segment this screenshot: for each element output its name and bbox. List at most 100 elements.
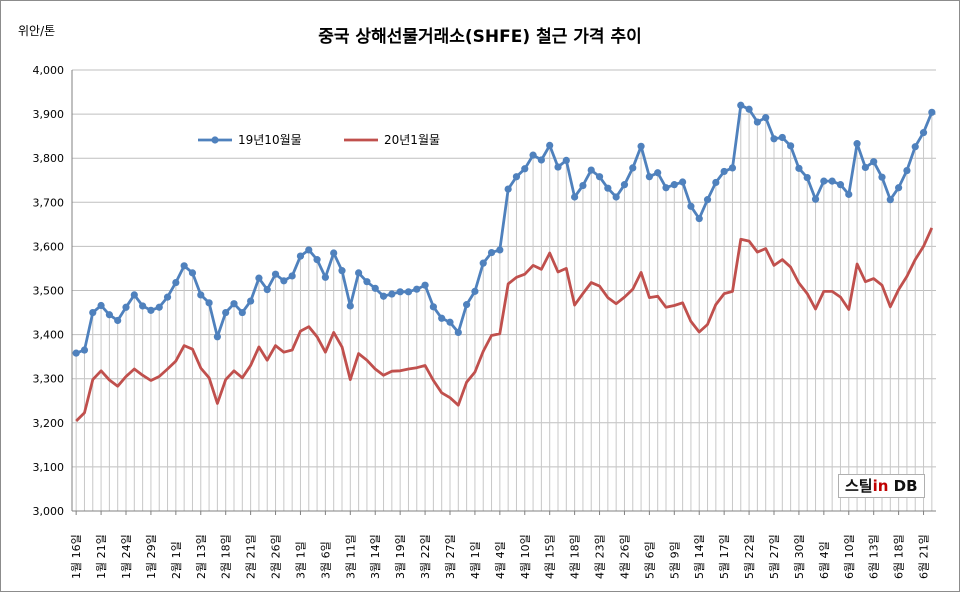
data-point [529, 151, 537, 159]
data-point [388, 290, 396, 298]
data-point [247, 297, 255, 305]
data-point [878, 173, 886, 181]
data-point [679, 178, 687, 186]
data-point [870, 158, 878, 166]
data-point [787, 142, 795, 150]
x-tick-label: 2월 18일 [219, 534, 233, 579]
x-tick-label: 3월 14일 [368, 534, 382, 579]
data-point [130, 291, 138, 299]
x-tick-label: 6월 4일 [817, 541, 831, 579]
chart-title: 중국 상해선물거래소(SHFE) 철근 가격 추이 [318, 27, 642, 47]
data-point [811, 195, 820, 203]
y-tick-label: 3,100 [33, 461, 65, 474]
data-point [579, 181, 587, 190]
drop-lines [75, 105, 933, 511]
data-point [72, 349, 80, 357]
data-point [263, 286, 271, 294]
y-axis: 3,000 3,100 3,200 3,300 3,400 3,500 3,600 3,700… [33, 64, 73, 518]
data-point [413, 285, 421, 293]
x-tick-label: 4월 1일 [468, 541, 482, 579]
data-point [180, 262, 188, 270]
data-point [637, 142, 645, 150]
x-tick-label: 4월 23일 [593, 534, 607, 579]
data-point [213, 333, 221, 341]
y-tick-label: 3,800 [33, 152, 65, 165]
data-point [147, 306, 155, 314]
y-tick-label: 3,900 [33, 108, 65, 121]
data-point [205, 299, 213, 307]
data-point [795, 164, 803, 172]
x-tick-label: 6월 21일 [917, 534, 931, 579]
data-point [197, 291, 205, 299]
data-point [828, 177, 836, 185]
gridlines [72, 69, 936, 512]
data-point [446, 318, 454, 326]
data-point [504, 185, 512, 193]
data-point [853, 140, 861, 148]
data-point [595, 173, 604, 181]
y-tick-label: 3,700 [33, 196, 65, 209]
data-point [330, 249, 338, 257]
legend-label: 20년1월물 [384, 133, 440, 147]
data-point [230, 300, 238, 308]
x-tick-label: 4월 26일 [617, 534, 631, 579]
data-point [396, 288, 404, 296]
data-point [238, 308, 246, 317]
series-2 [75, 227, 934, 422]
data-point [313, 256, 321, 264]
data-point [687, 202, 695, 210]
x-tick-label: 5월 14일 [692, 534, 706, 579]
data-point [662, 184, 670, 192]
data-point [471, 287, 479, 295]
x-tick-label: 5월 9일 [667, 541, 681, 579]
data-point [479, 259, 487, 267]
data-point [80, 346, 89, 354]
data-point [438, 314, 446, 322]
x-tick-label: 2월 26일 [269, 534, 283, 579]
y-tick-label: 3,300 [33, 373, 65, 386]
x-tick-label: 2월 21일 [244, 534, 258, 579]
data-point [429, 303, 437, 311]
data-point [720, 167, 728, 176]
data-point [122, 303, 130, 311]
series-1 [72, 101, 936, 357]
legend: 19년10월물 20년1월물 [198, 133, 440, 147]
data-point [728, 164, 737, 172]
data-point [139, 302, 147, 310]
y-tick-label: 3,600 [33, 240, 65, 253]
data-point [737, 101, 745, 109]
x-axis: 1월 16일 1월 21일 1월 24일 1월 29일 2월 1일 2월 13일 2월 18… [69, 510, 936, 579]
data-point [886, 196, 894, 204]
data-point [155, 303, 163, 311]
data-point [379, 292, 388, 300]
x-tick-label: 4월 18일 [568, 534, 582, 579]
series-lines [72, 101, 936, 422]
data-point [496, 246, 504, 254]
data-point [537, 156, 545, 164]
data-point [645, 173, 653, 181]
data-point [188, 269, 197, 277]
x-tick-label: 4월 4일 [493, 541, 507, 579]
data-point [255, 274, 263, 282]
data-point [371, 284, 379, 292]
data-point [296, 252, 305, 260]
data-point [770, 135, 778, 143]
x-tick-label: 3월 22일 [418, 534, 432, 579]
y-tick-label: 3,500 [33, 285, 65, 298]
data-point [712, 178, 720, 187]
y-tick-label: 3,000 [33, 505, 65, 518]
y-tick-label: 3,200 [33, 417, 65, 430]
data-point [703, 196, 712, 204]
data-point [612, 193, 620, 201]
data-point [271, 270, 280, 278]
legend-label: 19년10월물 [238, 133, 302, 147]
data-point [454, 328, 462, 336]
logo-suffix: DB [888, 477, 918, 495]
y-axis-unit-label: 위안/톤 [18, 24, 56, 38]
data-point [172, 278, 180, 287]
data-point [554, 163, 562, 171]
data-point [222, 308, 230, 317]
data-point [753, 118, 761, 126]
data-point [487, 248, 496, 257]
data-point [820, 177, 828, 185]
